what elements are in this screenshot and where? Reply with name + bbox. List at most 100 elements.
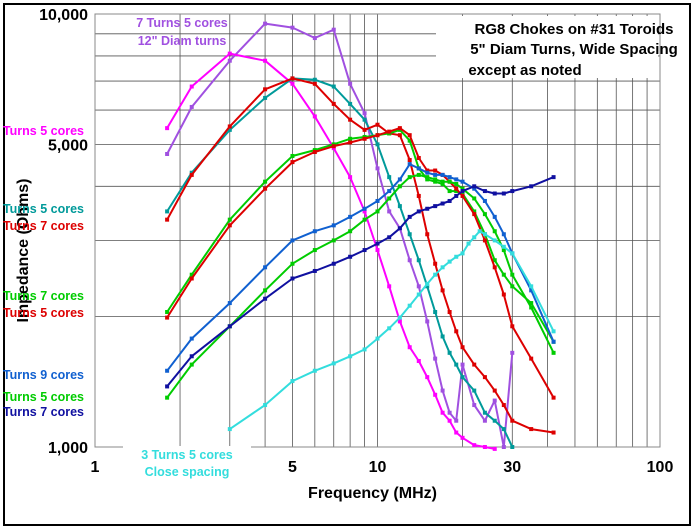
- data-point: [362, 209, 367, 214]
- data-point: [397, 226, 402, 231]
- data-point: [407, 158, 412, 163]
- data-point: [362, 206, 367, 211]
- data-point: [425, 206, 430, 211]
- series-line: [166, 77, 514, 448]
- data-point: [375, 241, 380, 246]
- data-point: [331, 223, 336, 228]
- data-point: [407, 138, 412, 143]
- data-point: [397, 319, 402, 324]
- data-point: [416, 209, 421, 214]
- series-group: [165, 175, 556, 389]
- data-point: [425, 319, 430, 324]
- data-point: [460, 191, 465, 196]
- data-point: [482, 410, 487, 415]
- data-point: [501, 272, 506, 277]
- data-point: [433, 261, 438, 266]
- data-point: [492, 398, 497, 403]
- data-point: [189, 276, 194, 281]
- series-annotation: 12" Diam turns: [138, 34, 227, 48]
- data-point: [529, 427, 534, 432]
- y-tick-label: 1,000: [48, 440, 88, 457]
- data-point: [416, 258, 421, 263]
- data-point: [189, 172, 194, 177]
- data-point: [348, 229, 353, 234]
- title-background: [436, 16, 658, 78]
- data-point: [348, 140, 353, 145]
- data-point: [375, 209, 380, 214]
- data-point: [189, 336, 194, 341]
- data-point: [416, 193, 421, 198]
- data-point: [510, 251, 515, 256]
- data-point: [312, 114, 317, 119]
- data-point: [482, 189, 487, 194]
- data-point: [312, 229, 317, 234]
- data-point: [472, 184, 477, 189]
- data-point: [348, 175, 353, 180]
- data-point: [447, 179, 452, 184]
- data-point: [397, 315, 402, 320]
- data-point: [407, 303, 412, 308]
- data-point: [375, 336, 380, 341]
- data-point: [331, 101, 336, 106]
- chart-title-line: 5" Diam Turns, Wide Spacing: [470, 41, 678, 58]
- data-point: [482, 418, 487, 423]
- data-point: [407, 232, 412, 237]
- data-point: [501, 248, 506, 253]
- data-point: [165, 310, 170, 315]
- data-point: [433, 392, 438, 397]
- data-point: [551, 430, 556, 435]
- data-point: [492, 238, 497, 243]
- data-point: [331, 84, 336, 89]
- data-point: [440, 388, 445, 393]
- data-point: [362, 136, 367, 141]
- data-point: [529, 288, 534, 293]
- data-point: [454, 193, 459, 198]
- data-point: [290, 160, 295, 165]
- data-point: [387, 129, 392, 134]
- series-annotation: 5 Turns 7 cores: [0, 219, 84, 233]
- data-point: [263, 95, 268, 100]
- data-point: [433, 356, 438, 361]
- data-point: [460, 375, 465, 380]
- data-point: [447, 418, 452, 423]
- data-point: [375, 198, 380, 203]
- data-point: [290, 81, 295, 86]
- data-point: [551, 175, 556, 180]
- data-point: [529, 284, 534, 289]
- data-point: [472, 235, 477, 240]
- data-point: [263, 186, 268, 191]
- data-point: [387, 235, 392, 240]
- annotation-background: [123, 463, 251, 480]
- series-group: [165, 51, 497, 451]
- data-point: [227, 301, 232, 306]
- data-point: [387, 175, 392, 180]
- data-point: [447, 198, 452, 203]
- data-point: [501, 244, 506, 249]
- data-point: [440, 334, 445, 339]
- data-point: [189, 272, 194, 277]
- data-point: [165, 209, 170, 214]
- data-point: [407, 162, 412, 167]
- data-point: [227, 51, 232, 56]
- data-point: [460, 189, 465, 194]
- x-tick-label: 5: [288, 459, 297, 476]
- series-annotation: 7 Turns 5 cores: [136, 16, 228, 30]
- data-point: [290, 238, 295, 243]
- data-point: [529, 184, 534, 189]
- data-point: [425, 175, 430, 180]
- data-point: [501, 191, 506, 196]
- data-point: [290, 76, 295, 81]
- data-point: [492, 191, 497, 196]
- chart-frame: [3, 3, 691, 526]
- data-point: [263, 58, 268, 63]
- data-point: [482, 445, 487, 449]
- chart-title-line: except as noted: [468, 62, 581, 79]
- data-point: [492, 258, 497, 263]
- data-point: [510, 350, 515, 355]
- y-tick-label: 10,000: [39, 7, 88, 24]
- data-point: [397, 126, 402, 131]
- data-point: [331, 361, 336, 366]
- data-point: [290, 261, 295, 266]
- data-point: [348, 101, 353, 106]
